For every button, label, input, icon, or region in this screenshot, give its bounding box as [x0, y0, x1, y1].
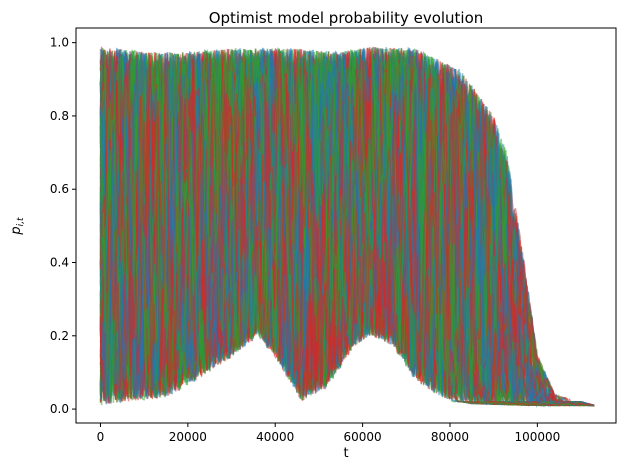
y-axis-label: pi,t: [9, 217, 26, 236]
y-tick-label: 0.8: [50, 109, 69, 123]
x-tick-label: 60000: [344, 430, 382, 444]
y-tick-label: 1.0: [50, 36, 69, 50]
y-axis-ticks: 0.0 0.2 0.4 0.6 0.8 1.0: [50, 36, 76, 416]
plot-frame: [75, 27, 617, 424]
y-tick-label: 0.4: [50, 256, 69, 270]
x-tick-label: 0: [97, 430, 105, 444]
trajectory-series-group: [99, 46, 595, 409]
x-tick-label: 100000: [514, 430, 560, 444]
x-axis-label: t: [343, 446, 348, 461]
x-tick-label: 80000: [431, 430, 469, 444]
trajectory-line: [99, 49, 595, 407]
y-tick-label: 0.2: [50, 329, 69, 343]
y-tick-label: 0.6: [50, 182, 69, 196]
x-tick-label: 40000: [256, 430, 294, 444]
y-tick-label: 0.0: [50, 402, 69, 416]
trajectory-line: [99, 49, 595, 407]
x-axis-ticks: 0 20000 40000 60000 80000 100000: [97, 423, 560, 444]
x-tick-label: 20000: [169, 430, 207, 444]
chart-title: Optimist model probability evolution: [209, 9, 484, 27]
